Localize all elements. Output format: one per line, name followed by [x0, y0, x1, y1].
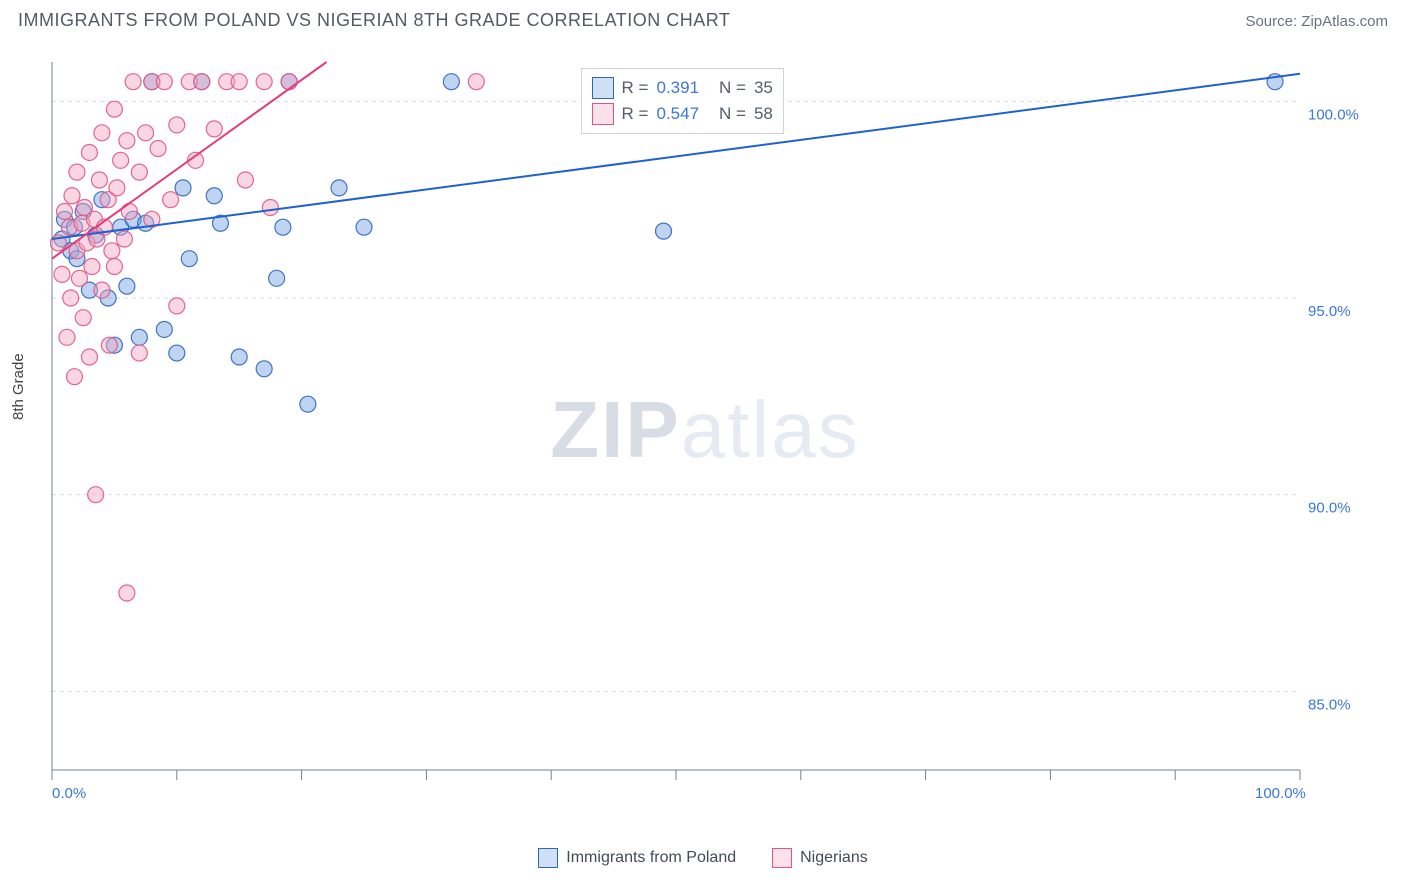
series-legend: Immigrants from Poland Nigerians [0, 848, 1406, 868]
legend-n-label: N = [719, 78, 746, 98]
correlation-legend: R = 0.391 N = 35 R = 0.547 N = 58 [581, 68, 784, 134]
legend-swatch [592, 103, 614, 125]
y-tick-label: 100.0% [1308, 106, 1359, 123]
legend-n-value: 35 [754, 78, 773, 98]
correlation-legend-row: R = 0.547 N = 58 [592, 101, 773, 127]
legend-swatch [538, 848, 558, 868]
y-axis-label: 8th Grade [10, 353, 27, 420]
chart-canvas: 85.0% 90.0% 95.0% 100.0% 0.0% 100.0% [50, 60, 1360, 800]
scatter-chart: 85.0%90.0%95.0%100.0%0.0%100.0% ZIPatlas… [50, 60, 1360, 800]
y-tick-label: 95.0% [1308, 303, 1351, 320]
legend-n-value: 58 [754, 104, 773, 124]
series-legend-label: Immigrants from Poland [566, 849, 736, 867]
source-attribution: Source: ZipAtlas.com [1245, 13, 1388, 30]
y-tick-label: 90.0% [1308, 500, 1351, 517]
legend-r-value: 0.391 [656, 78, 699, 98]
series-legend-label: Nigerians [800, 849, 868, 867]
series-legend-item: Nigerians [772, 848, 868, 868]
legend-r-value: 0.547 [656, 104, 699, 124]
legend-r-label: R = [622, 78, 649, 98]
series-legend-item: Immigrants from Poland [538, 848, 736, 868]
chart-title: IMMIGRANTS FROM POLAND VS NIGERIAN 8TH G… [18, 10, 730, 31]
chart-header: IMMIGRANTS FROM POLAND VS NIGERIAN 8TH G… [0, 0, 1406, 37]
y-tick-label: 85.0% [1308, 696, 1351, 713]
legend-swatch [592, 77, 614, 99]
legend-r-label: R = [622, 104, 649, 124]
legend-n-label: N = [719, 104, 746, 124]
x-tick-label: 100.0% [1255, 785, 1306, 800]
x-tick-label: 0.0% [52, 785, 86, 800]
correlation-legend-row: R = 0.391 N = 35 [592, 75, 773, 101]
legend-swatch [772, 848, 792, 868]
